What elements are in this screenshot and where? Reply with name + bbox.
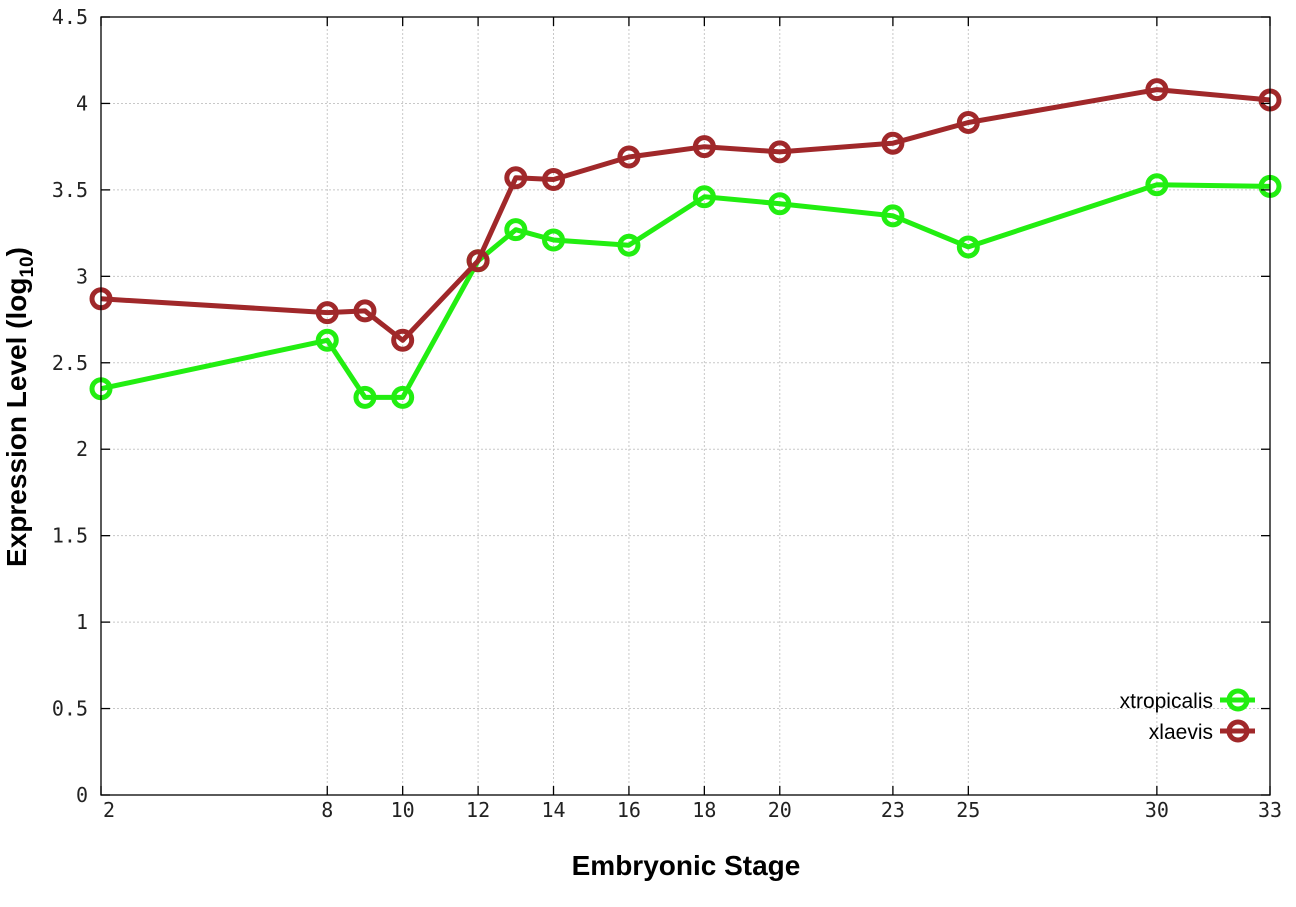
plot-frame	[100, 16, 1271, 796]
y-tick-label: 3	[76, 264, 88, 288]
data-point-xtropicalis	[504, 218, 528, 242]
y-tick-label: 4	[76, 91, 88, 115]
data-point-xlaevis	[542, 168, 566, 192]
legend-label-xlaevis: xlaevis	[1149, 721, 1213, 744]
x-tick-label: 25	[956, 798, 980, 822]
data-point-xlaevis	[466, 249, 490, 273]
data-point-xlaevis	[956, 110, 980, 134]
series-line-xlaevis	[100, 87, 1271, 343]
data-point-xtropicalis	[391, 385, 415, 409]
x-axis-tick-labels: 2 8 10 12 14 16 18 20 23 25 30 33	[103, 798, 1282, 822]
x-tick-label: 14	[541, 798, 565, 822]
x-tick-label: 2	[103, 798, 115, 822]
data-point-xtropicalis	[353, 385, 377, 409]
y-axis-title-subscript: 10	[17, 256, 38, 277]
data-point-xtropicalis	[881, 204, 905, 228]
y-axis-title-main: Expression Level (log	[1, 278, 32, 567]
legend-marker-xtropicalis	[1226, 688, 1250, 712]
x-tick-label: 30	[1145, 798, 1169, 822]
y-tick-label: 2.5	[52, 351, 88, 375]
data-point-xtropicalis	[542, 228, 566, 252]
data-point-xlaevis	[315, 301, 339, 325]
data-point-xtropicalis	[315, 328, 339, 352]
data-point-xlaevis	[768, 140, 792, 164]
data-point-xlaevis	[692, 135, 716, 159]
y-axis-tick-labels: 0 0.5 1 1.5 2 2.5 3 3.5 4 4.5	[52, 5, 88, 807]
x-tick-label: 8	[321, 798, 333, 822]
data-point-xlaevis	[881, 131, 905, 155]
y-tick-label: 1	[76, 610, 88, 634]
series-line-xtropicalis	[100, 182, 1271, 400]
data-point-xtropicalis	[768, 192, 792, 216]
data-point-xtropicalis	[617, 233, 641, 257]
x-tick-label: 18	[692, 798, 716, 822]
legend: xtropicalis xlaevis	[1120, 688, 1255, 744]
y-tick-label: 0.5	[52, 697, 88, 721]
data-point-xlaevis	[1145, 78, 1169, 102]
x-tick-label: 16	[617, 798, 641, 822]
y-axis-title-end: )	[1, 247, 32, 256]
y-tick-label: 4.5	[52, 5, 88, 29]
x-tick-label: 10	[391, 798, 415, 822]
series-xtropicalis	[89, 173, 1282, 409]
plot-series	[89, 78, 1282, 409]
x-tick-label: 33	[1258, 798, 1282, 822]
grid-lines	[101, 17, 1270, 795]
x-axis-title: Embryonic Stage	[572, 850, 801, 881]
data-point-xlaevis	[391, 328, 415, 352]
data-point-xlaevis	[353, 299, 377, 323]
x-tick-label: 23	[881, 798, 905, 822]
legend-marker-xlaevis	[1226, 719, 1250, 743]
data-point-xtropicalis	[1145, 173, 1169, 197]
series-xlaevis	[89, 78, 1282, 352]
y-tick-label: 1.5	[52, 524, 88, 548]
y-tick-label: 2	[76, 437, 88, 461]
data-point-xtropicalis	[956, 235, 980, 259]
y-axis-title: Expression Level (log10)	[1, 247, 38, 567]
data-point-xlaevis	[617, 145, 641, 169]
x-tick-label: 12	[466, 798, 490, 822]
y-tick-label: 0	[76, 783, 88, 807]
legend-label-xtropicalis: xtropicalis	[1120, 690, 1213, 713]
x-tick-label: 20	[768, 798, 792, 822]
data-point-xtropicalis	[692, 185, 716, 209]
axis-ticks	[100, 16, 1271, 796]
y-tick-label: 3.5	[52, 178, 88, 202]
data-point-xlaevis	[504, 166, 528, 190]
